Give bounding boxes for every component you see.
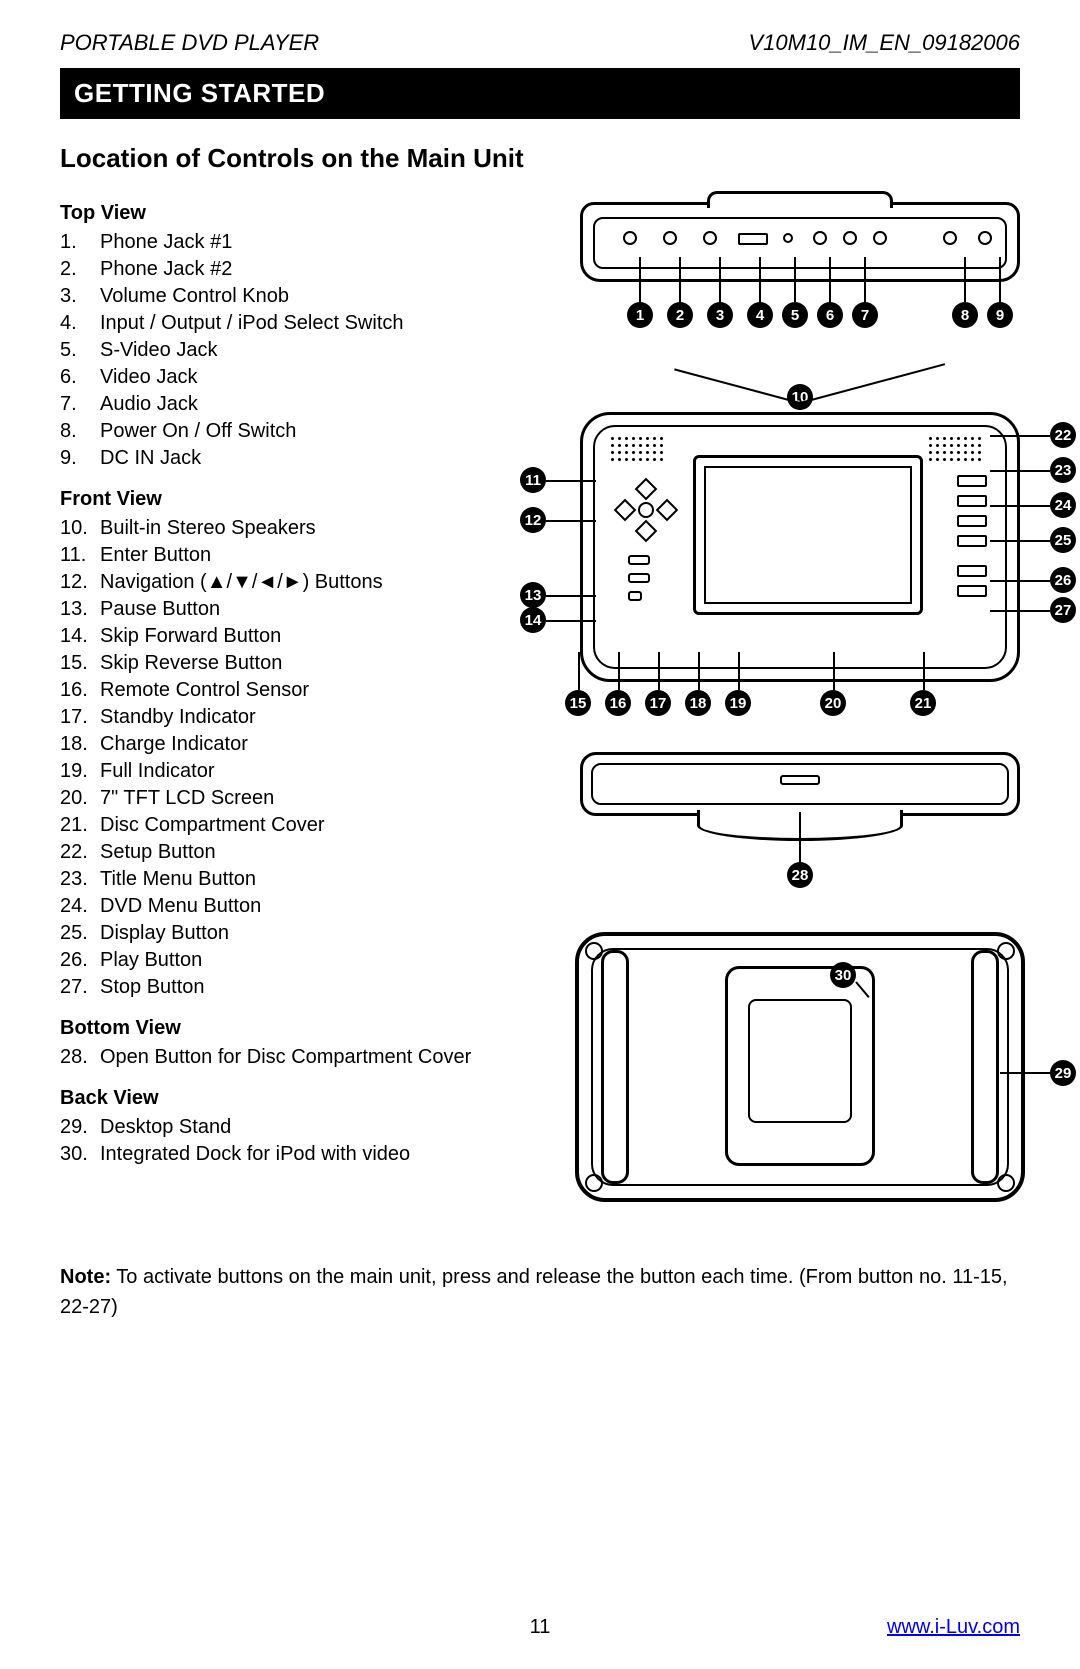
list-item: 9.DC IN Jack (60, 447, 500, 470)
view-heading-top: Top View (60, 202, 500, 225)
callout-2: 2 (667, 302, 693, 328)
callout-18: 18 (685, 690, 711, 716)
diagrams-column: 123456789 (520, 202, 1080, 1232)
callout-12: 12 (520, 507, 546, 533)
list-item: 8.Power On / Off Switch (60, 420, 500, 443)
list-item: 18.Charge Indicator (60, 733, 500, 756)
callout-8: 8 (952, 302, 978, 328)
callout-13: 13 (520, 582, 546, 608)
list-item: 10.Built-in Stereo Speakers (60, 517, 500, 540)
callout-5: 5 (782, 302, 808, 328)
diagram-back-view: 30 29 (520, 932, 1080, 1232)
back-view-list: 29.Desktop Stand 30.Integrated Dock for i… (60, 1116, 500, 1166)
note-text: Note: To activate buttons on the main un… (60, 1262, 1020, 1322)
header-right: V10M10_IM_EN_09182006 (748, 30, 1020, 56)
callout-25: 25 (1050, 527, 1076, 553)
list-item: 25.Display Button (60, 922, 500, 945)
list-item: 30.Integrated Dock for iPod with video (60, 1143, 500, 1166)
callout-6: 6 (817, 302, 843, 328)
page-footer: 11 www.i-Luv.com (60, 1616, 1020, 1639)
section-title-bar: GETTING STARTED (60, 68, 1020, 119)
list-item: 20.7" TFT LCD Screen (60, 787, 500, 810)
list-item: 7.Audio Jack (60, 393, 500, 416)
view-heading-front: Front View (60, 488, 500, 511)
callout-11: 11 (520, 467, 546, 493)
top-view-list: 1.Phone Jack #1 2.Phone Jack #2 3.Volume C… (60, 231, 500, 470)
callout-7: 7 (852, 302, 878, 328)
note-label: Note: (60, 1266, 111, 1288)
list-item: 12.Navigation (▲/▼/◄/►) Buttons (60, 571, 500, 594)
callout-1: 1 (627, 302, 653, 328)
list-item: 19.Full Indicator (60, 760, 500, 783)
footer-link[interactable]: www.i-Luv.com (887, 1616, 1020, 1639)
diagram-front-view: 101112131415161718192021222324252627 (520, 392, 1080, 722)
list-item: 6.Video Jack (60, 366, 500, 389)
list-item: 23.Title Menu Button (60, 868, 500, 891)
page-header: PORTABLE DVD PLAYER V10M10_IM_EN_0918200… (60, 30, 1020, 56)
list-item: 14.Skip Forward Button (60, 625, 500, 648)
list-item: 3.Volume Control Knob (60, 285, 500, 308)
list-item: 26.Play Button (60, 949, 500, 972)
view-heading-back: Back View (60, 1087, 500, 1110)
bottom-view-list: 28.Open Button for Disc Compartment Cove… (60, 1046, 500, 1069)
callout-10: 10 (787, 384, 813, 410)
list-item: 29.Desktop Stand (60, 1116, 500, 1139)
callout-28: 28 (787, 862, 813, 888)
callout-22: 22 (1050, 422, 1076, 448)
list-item: 28.Open Button for Disc Compartment Cove… (60, 1046, 500, 1069)
view-heading-bottom: Bottom View (60, 1017, 500, 1040)
callout-4: 4 (747, 302, 773, 328)
callout-29: 29 (1050, 1060, 1076, 1086)
list-item: 24.DVD Menu Button (60, 895, 500, 918)
list-item: 13.Pause Button (60, 598, 500, 621)
list-item: 11.Enter Button (60, 544, 500, 567)
callout-9: 9 (987, 302, 1013, 328)
diagram-top-view: 1234567 89 (550, 202, 1050, 362)
callout-14: 14 (520, 607, 546, 633)
front-view-list: 10.Built-in Stereo Speakers 11.Enter Butt… (60, 517, 500, 999)
callout-16: 16 (605, 690, 631, 716)
callout-19: 19 (725, 690, 751, 716)
page-subtitle: Location of Controls on the Main Unit (60, 143, 1020, 174)
callout-3: 3 (707, 302, 733, 328)
callout-20: 20 (820, 690, 846, 716)
callout-15: 15 (565, 690, 591, 716)
list-item: 1.Phone Jack #1 (60, 231, 500, 254)
callout-23: 23 (1050, 457, 1076, 483)
callout-24: 24 (1050, 492, 1076, 518)
list-item: 4.Input / Output / iPod Select Switch (60, 312, 500, 335)
list-item: 2.Phone Jack #2 (60, 258, 500, 281)
header-left: PORTABLE DVD PLAYER (60, 30, 319, 56)
diagram-bottom-view: 28 (550, 752, 1050, 902)
list-item: 5.S-Video Jack (60, 339, 500, 362)
list-item: 17.Standby Indicator (60, 706, 500, 729)
note-body: To activate buttons on the main unit, pr… (60, 1266, 1008, 1318)
callout-26: 26 (1050, 567, 1076, 593)
callout-27: 27 (1050, 597, 1076, 623)
list-item: 21.Disc Compartment Cover (60, 814, 500, 837)
list-item: 22.Setup Button (60, 841, 500, 864)
list-item: 15.Skip Reverse Button (60, 652, 500, 675)
list-item: 27.Stop Button (60, 976, 500, 999)
callout-21: 21 (910, 690, 936, 716)
callout-30: 30 (830, 962, 856, 988)
list-item: 16.Remote Control Sensor (60, 679, 500, 702)
controls-list-column: Top View 1.Phone Jack #1 2.Phone Jack #2 3… (60, 202, 500, 1232)
page-number: 11 (530, 1616, 551, 1639)
callout-17: 17 (645, 690, 671, 716)
